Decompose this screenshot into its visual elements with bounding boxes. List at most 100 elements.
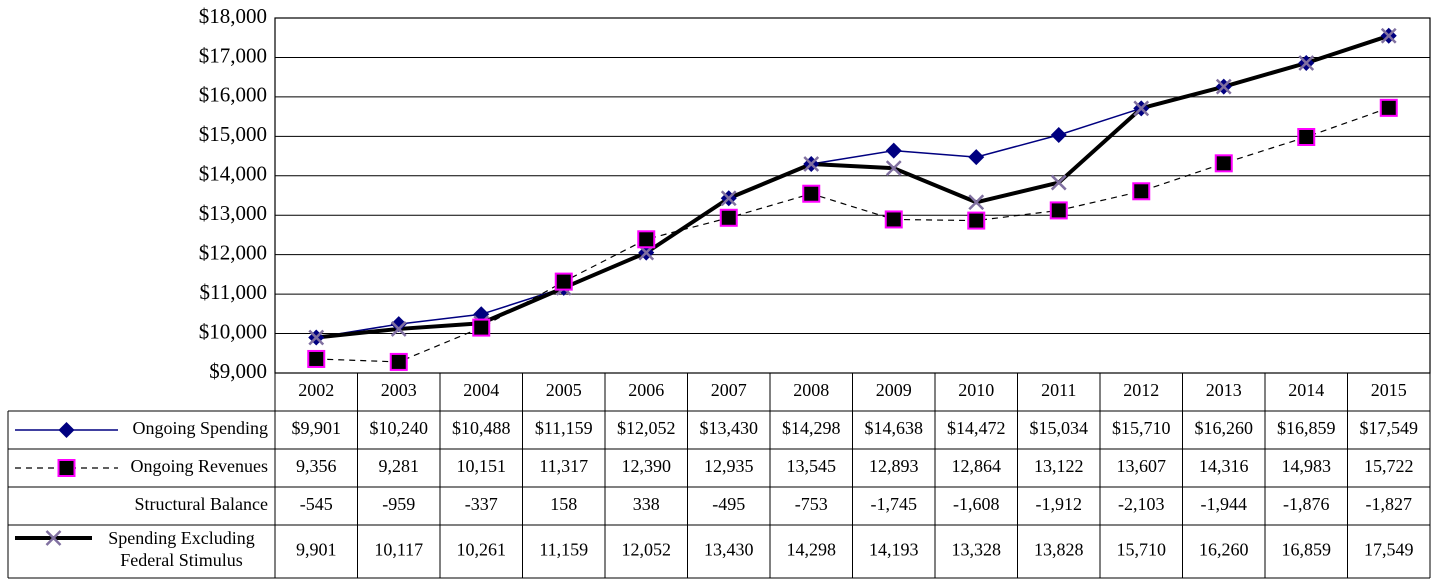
table-value: $11,159 <box>535 418 593 438</box>
marker <box>307 349 326 368</box>
table-value: $9,901 <box>292 418 342 438</box>
table-value: 16,260 <box>1199 540 1249 560</box>
y-tick-label: $11,000 <box>200 280 267 304</box>
table-value: $10,488 <box>452 418 511 438</box>
table-value: 13,828 <box>1034 540 1084 560</box>
x-tick-label: 2006 <box>628 380 664 400</box>
marker <box>308 329 325 346</box>
series-line <box>316 107 1389 363</box>
table-value: 13,122 <box>1034 456 1084 476</box>
table-value: 13,545 <box>787 456 837 476</box>
marker <box>968 194 985 211</box>
table-value: $13,430 <box>700 418 759 438</box>
table-value: 10,117 <box>374 540 423 560</box>
x-tick-label: 2004 <box>463 380 499 400</box>
x-tick-label: 2005 <box>546 380 582 400</box>
marker <box>1298 55 1315 71</box>
legend-marker <box>58 422 75 438</box>
legend-label: Ongoing Spending <box>132 418 268 438</box>
x-tick-label: 2010 <box>958 380 994 400</box>
x-tick-label: 2009 <box>876 380 912 400</box>
marker <box>968 149 985 166</box>
legend-label: Spending Excluding Federal Stimulus <box>108 528 255 570</box>
y-tick-label: $17,000 <box>199 43 267 67</box>
y-tick-label: $16,000 <box>199 83 267 107</box>
legend-marker <box>45 530 62 546</box>
table-value: 14,193 <box>869 540 919 560</box>
plot-border <box>274 17 1431 374</box>
marker <box>885 160 902 177</box>
table-value: 13,328 <box>952 540 1002 560</box>
marker <box>1379 98 1398 117</box>
marker <box>390 321 407 337</box>
y-tick-label: $9,000 <box>209 359 267 383</box>
table-value: 12,893 <box>869 456 919 476</box>
x-tick-label: 2011 <box>1041 380 1076 400</box>
marker <box>885 142 902 159</box>
table-value: -1,876 <box>1283 494 1330 514</box>
table-value: 13,607 <box>1117 456 1167 476</box>
table-value: 11,317 <box>539 456 588 476</box>
table-value: $15,034 <box>1030 418 1089 438</box>
table-value: $15,710 <box>1112 418 1171 438</box>
y-tick-label: $13,000 <box>199 201 267 225</box>
table-value: $12,052 <box>617 418 676 438</box>
marker <box>554 272 573 291</box>
table-value: 11,159 <box>539 540 588 560</box>
y-tick-label: $12,000 <box>199 240 267 264</box>
table-value: 13,430 <box>704 540 754 560</box>
marker <box>967 211 986 230</box>
x-tick-label: 2012 <box>1123 380 1159 400</box>
marker <box>1380 27 1397 44</box>
marker <box>1049 201 1068 220</box>
marker <box>1132 182 1151 201</box>
series-line <box>316 33 1390 340</box>
x-tick-label: 2015 <box>1371 380 1407 400</box>
table-value: -1,827 <box>1366 494 1413 514</box>
marker <box>720 190 737 207</box>
x-tick-label: 2014 <box>1288 380 1324 400</box>
marker <box>1214 154 1233 173</box>
table-value: 10,261 <box>457 540 507 560</box>
table-value: -1,944 <box>1201 494 1248 514</box>
table-value: -495 <box>712 494 745 514</box>
legend-label: Structural Balance <box>135 494 268 514</box>
x-tick-label: 2008 <box>793 380 829 400</box>
marker <box>472 318 491 337</box>
marker <box>1297 128 1316 147</box>
y-tick-label: $15,000 <box>199 122 267 146</box>
table-value: $14,472 <box>947 418 1006 438</box>
table-value: -1,608 <box>953 494 1000 514</box>
y-tick-label: $18,000 <box>199 4 267 28</box>
table-value: $16,260 <box>1195 418 1254 438</box>
marker <box>1050 174 1067 191</box>
y-tick-label: $10,000 <box>199 319 267 343</box>
table-value: 158 <box>550 494 577 514</box>
marker <box>719 208 738 227</box>
marker <box>1050 126 1067 143</box>
table-value: -753 <box>795 494 828 514</box>
table-value: 16,859 <box>1282 540 1332 560</box>
marker <box>637 230 656 249</box>
table-value: $14,298 <box>782 418 841 438</box>
marker <box>802 184 821 203</box>
table-value: -2,103 <box>1118 494 1165 514</box>
table-value: 14,298 <box>787 540 837 560</box>
table-value: -1,912 <box>1036 494 1083 514</box>
table-value: 15,722 <box>1364 456 1414 476</box>
table-value: 9,356 <box>296 456 337 476</box>
table-value: 10,151 <box>457 456 507 476</box>
legend-marker <box>57 459 76 477</box>
table-value: 17,549 <box>1364 540 1414 560</box>
table-value: $16,859 <box>1277 418 1336 438</box>
marker <box>389 352 408 371</box>
table-value: $10,240 <box>370 418 429 438</box>
x-tick-label: 2007 <box>711 380 747 400</box>
marker <box>884 210 903 229</box>
table-value: 15,710 <box>1117 540 1167 560</box>
table-value: 14,316 <box>1199 456 1249 476</box>
table-value: 9,281 <box>379 456 420 476</box>
table-value: 12,052 <box>622 540 672 560</box>
